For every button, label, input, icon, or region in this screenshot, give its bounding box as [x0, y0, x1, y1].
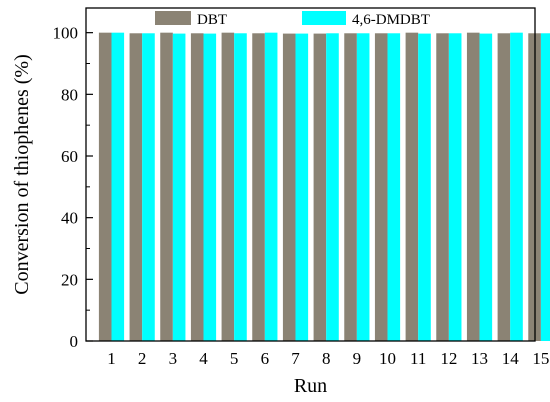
- y-tick-label: 40: [61, 209, 78, 228]
- y-axis: 0 20 40 60 80 100: [53, 24, 93, 351]
- y-axis-title: Conversion of thiophenes (%): [11, 54, 33, 295]
- x-axis: 1 2 3 4 5 6 7 8 9 10 11 12 13 14 15: [107, 349, 549, 368]
- bar-dmdbt-run-15: [540, 33, 550, 342]
- legend-swatch-dmdbt: [302, 11, 346, 25]
- bar-dmdbt-run-6: [264, 32, 278, 342]
- x-tick-label: 12: [440, 349, 457, 368]
- x-tick-label: 15: [532, 349, 549, 368]
- x-tick-label: 14: [502, 349, 520, 368]
- y-tick-label: 60: [61, 147, 78, 166]
- bar-dmdbt-run-1: [111, 32, 125, 342]
- bar-dbt-run-3: [160, 32, 173, 342]
- x-tick-label: 3: [169, 349, 178, 368]
- bar-dbt-run-9: [344, 33, 357, 342]
- bar-dmdbt-run-9: [356, 33, 370, 342]
- x-axis-title: Run: [294, 375, 327, 397]
- bar-dbt-run-1: [98, 32, 112, 342]
- bar-dbt-run-7: [282, 33, 296, 341]
- y-tick-label: 100: [53, 24, 79, 43]
- x-tick-label: 1: [107, 349, 116, 368]
- plot-frame: [85, 7, 536, 342]
- bar-dmdbt-run-5: [234, 33, 247, 342]
- legend-label-dmdbt: 4,6-DMDBT: [352, 12, 430, 28]
- y-tick-label: 0: [70, 332, 79, 351]
- bar-dbt-run-4: [190, 33, 204, 342]
- bar-dbt-run-11: [405, 32, 419, 342]
- bar-dbt-run-5: [221, 32, 235, 342]
- x-tick-label: 9: [353, 349, 362, 368]
- x-tick-label: 13: [471, 349, 488, 368]
- legend-label-dbt: DBT: [197, 12, 227, 28]
- bar-dmdbt-run-11: [418, 33, 431, 341]
- legend: DBT 4,6-DMDBT: [155, 11, 430, 28]
- x-tick-label: 10: [379, 349, 396, 368]
- x-tick-label: 5: [230, 349, 239, 368]
- bar-dmdbt-run-2: [142, 33, 155, 342]
- bar-dmdbt-run-4: [203, 33, 217, 341]
- bar-dmdbt-run-8: [326, 33, 339, 342]
- bar-dbt-run-8: [313, 33, 327, 341]
- bar-dbt-run-6: [252, 33, 265, 342]
- x-tick-label: 2: [138, 349, 147, 368]
- x-tick-label: 11: [410, 349, 426, 368]
- x-tick-label: 4: [199, 349, 208, 368]
- bars-group: [98, 32, 550, 342]
- bar-dmdbt-run-14: [510, 32, 523, 342]
- x-tick-label: 6: [261, 349, 270, 368]
- bar-dbt-run-12: [436, 33, 449, 342]
- bar-dbt-run-14: [497, 33, 511, 342]
- x-tick-label: 7: [291, 349, 300, 368]
- y-tick-label: 20: [61, 270, 78, 289]
- x-tick-label: 8: [322, 349, 331, 368]
- bar-dmdbt-run-3: [172, 33, 186, 341]
- bar-dbt-run-2: [129, 33, 143, 342]
- bar-dmdbt-run-13: [479, 33, 493, 341]
- bar-dmdbt-run-10: [387, 33, 401, 342]
- legend-swatch-dbt: [155, 11, 191, 25]
- y-tick-label: 80: [61, 85, 78, 104]
- bar-dmdbt-run-12: [448, 33, 462, 342]
- bar-dbt-run-13: [466, 32, 480, 342]
- bar-dmdbt-run-7: [295, 33, 309, 341]
- bar-dbt-run-10: [374, 33, 388, 342]
